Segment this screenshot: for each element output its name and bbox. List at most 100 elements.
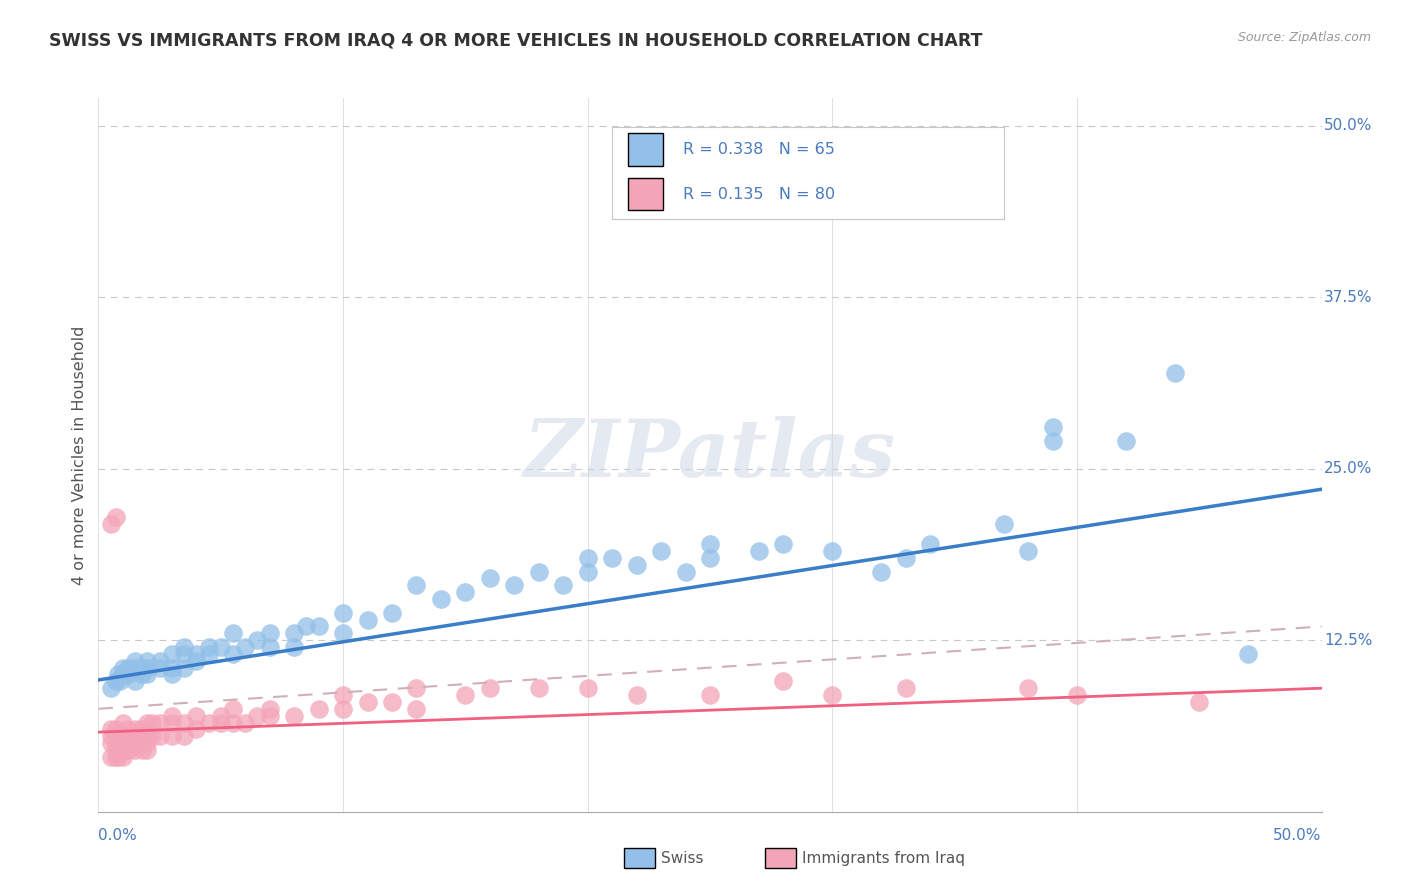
Point (124, 674, 146, 689)
Point (173, 647, 195, 661)
Point (209, 640, 232, 654)
Point (110, 729, 132, 743)
Point (124, 660, 146, 674)
Point (173, 715, 195, 730)
Point (772, 674, 794, 689)
Point (699, 688, 721, 702)
Point (332, 702, 354, 716)
Point (131, 743, 153, 757)
Point (136, 736, 159, 750)
Point (870, 565, 893, 579)
Point (821, 688, 844, 702)
Point (136, 667, 159, 681)
Point (100, 516, 122, 531)
Point (576, 550, 599, 565)
Point (173, 640, 195, 654)
Point (527, 681, 550, 696)
Point (104, 674, 127, 689)
Point (650, 544, 672, 558)
Point (186, 708, 208, 723)
Point (136, 660, 159, 674)
Point (233, 640, 256, 654)
Point (110, 674, 132, 689)
Point (283, 626, 305, 640)
Point (149, 715, 172, 730)
Text: 0.0%: 0.0% (98, 828, 138, 843)
Point (356, 695, 378, 709)
Point (699, 537, 721, 551)
Point (131, 660, 153, 674)
Point (259, 708, 281, 723)
Point (107, 749, 129, 764)
Point (149, 654, 172, 668)
Point (186, 647, 208, 661)
Point (430, 592, 453, 607)
Point (173, 660, 195, 674)
Point (131, 667, 153, 681)
Point (136, 729, 159, 743)
Text: 25.0%: 25.0% (1324, 461, 1372, 476)
Point (124, 736, 146, 750)
Point (104, 729, 127, 743)
Point (259, 640, 281, 654)
Point (1017, 544, 1039, 558)
Point (117, 667, 139, 681)
Point (136, 715, 159, 730)
Point (295, 619, 318, 633)
Point (576, 565, 599, 579)
Point (894, 681, 917, 696)
Point (160, 647, 183, 661)
Point (141, 729, 163, 743)
Point (197, 640, 219, 654)
Point (100, 729, 122, 743)
Point (141, 715, 163, 730)
Point (222, 715, 245, 730)
Point (197, 715, 219, 730)
Point (117, 660, 139, 674)
Point (197, 647, 219, 661)
Point (107, 736, 129, 750)
FancyBboxPatch shape (628, 133, 664, 166)
Point (160, 667, 183, 681)
Point (111, 749, 134, 764)
Point (100, 723, 122, 737)
Point (136, 743, 159, 757)
Point (1164, 366, 1187, 380)
Text: Swiss: Swiss (661, 851, 703, 865)
Point (222, 702, 245, 716)
Point (160, 708, 183, 723)
Text: 50.0%: 50.0% (1274, 828, 1322, 843)
Text: R = 0.135   N = 80: R = 0.135 N = 80 (683, 187, 835, 202)
Point (160, 660, 183, 674)
Point (259, 626, 281, 640)
Point (626, 558, 648, 572)
Point (772, 537, 794, 551)
Point (699, 550, 721, 565)
Point (246, 708, 269, 723)
Point (1066, 688, 1088, 702)
Point (111, 736, 134, 750)
Point (209, 708, 232, 723)
Point (160, 729, 183, 743)
Point (124, 723, 146, 737)
Point (111, 715, 134, 730)
Point (478, 571, 501, 585)
Point (332, 626, 354, 640)
Point (503, 578, 526, 592)
Point (1042, 434, 1064, 449)
Point (626, 688, 648, 702)
Point (222, 647, 245, 661)
Point (173, 729, 195, 743)
Point (107, 667, 129, 681)
Point (405, 681, 427, 696)
Point (553, 578, 575, 592)
Point (576, 681, 599, 696)
Point (259, 702, 281, 716)
Point (308, 702, 330, 716)
Point (209, 715, 232, 730)
Point (405, 702, 427, 716)
Point (104, 743, 127, 757)
Point (136, 654, 159, 668)
Point (821, 544, 844, 558)
Text: Immigrants from Iraq: Immigrants from Iraq (801, 851, 965, 865)
